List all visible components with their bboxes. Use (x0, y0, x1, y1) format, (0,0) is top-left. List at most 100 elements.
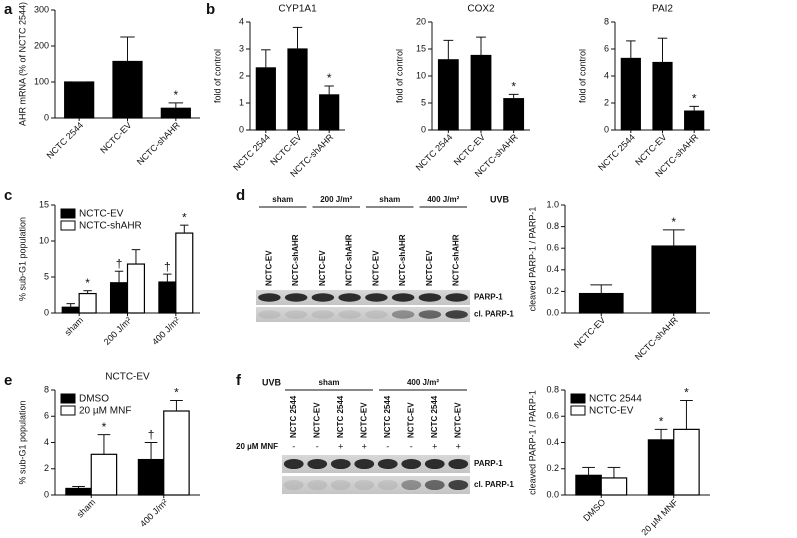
lane-treatment: - (410, 441, 413, 451)
group-label: 400 J/m² (427, 195, 459, 204)
x-tick-label: 20 µM MNF (639, 497, 680, 538)
y-axis-label: cleaved PARP-1 / PARP-1 (527, 207, 537, 312)
error-bar (261, 49, 271, 68)
significance-marker: * (85, 276, 90, 290)
y-tick-label: 2 (239, 70, 244, 80)
y-tick-label: 15 (416, 43, 426, 53)
x-tick-label: NCTC-shAHR (633, 315, 680, 362)
y-tick-label: 4 (239, 16, 244, 26)
legend-swatch (60, 208, 76, 219)
significance-marker: † (148, 428, 155, 442)
chart-title: PAI2 (652, 4, 673, 15)
significance-marker: † (116, 256, 123, 270)
y-tick-label: 0.4 (546, 437, 559, 447)
blot-band (307, 458, 328, 470)
lane-label: NCTC-shAHR (291, 234, 300, 286)
y-tick-label: 200 (34, 40, 49, 50)
bar (600, 477, 628, 496)
y-tick-label: 0.0 (546, 489, 559, 499)
group-label: 400 J/m² (407, 378, 439, 387)
blot-band (338, 293, 361, 302)
blot-band (284, 310, 308, 319)
y-tick-label: 3 (239, 43, 244, 53)
group-label: 200 J/m² (320, 195, 352, 204)
bar (61, 306, 80, 314)
bar (437, 59, 459, 131)
significance-marker: * (327, 71, 332, 85)
y-tick-label: 0.0 (546, 307, 559, 317)
blot-strip (282, 476, 470, 494)
error-bar (590, 284, 613, 294)
bar (287, 48, 308, 131)
bar (163, 410, 190, 496)
lane-treatment: + (338, 441, 343, 451)
panel-label: d (236, 187, 245, 204)
blot-band (424, 458, 445, 470)
y-tick-label: 4 (44, 437, 49, 447)
error-bar (689, 105, 699, 112)
x-tick-label: 400 J/m² (138, 497, 170, 529)
blot-band (377, 458, 398, 470)
error-bar (114, 270, 124, 283)
lane-label: NCTC 2544 (336, 395, 345, 438)
x-tick-label: 400 J/m² (150, 315, 182, 347)
chart-title: CYP1A1 (278, 4, 317, 15)
error-bar (324, 85, 334, 95)
significance-marker: * (173, 88, 178, 102)
error-bar (680, 400, 693, 430)
y-tick-label: 4 (604, 70, 609, 80)
y-tick-label: 5 (421, 97, 426, 107)
bar (652, 61, 673, 131)
y-tick-label: 1 (239, 97, 244, 107)
legend-swatch (570, 405, 586, 416)
legend-label: NCTC-EV (79, 209, 124, 220)
y-tick-label: 0.6 (546, 411, 559, 421)
lane-label: NCTC 2544 (383, 395, 392, 438)
y-axis-label: fold of control (577, 49, 587, 103)
blot-band (283, 479, 304, 491)
treatment-label: UVB (262, 377, 282, 387)
y-tick-label: 8 (44, 384, 49, 394)
significance-marker: * (102, 420, 107, 434)
error-bar (582, 466, 595, 476)
bar (673, 428, 700, 496)
blot-band (401, 479, 422, 491)
band-label: PARP-1 (474, 459, 503, 468)
lane-label: NCTC-EV (453, 402, 462, 438)
lane-label: NCTC-shAHR (398, 234, 407, 286)
panel-label: b (206, 1, 215, 18)
blot-band (418, 293, 442, 302)
blot-band (365, 310, 388, 319)
y-tick-label: 0 (604, 124, 609, 134)
blot-strip (256, 290, 470, 305)
band-label: cl. PARP-1 (474, 310, 514, 319)
y-tick-label: 5 (44, 271, 49, 281)
bar (90, 453, 118, 496)
y-tick-label: 0 (44, 489, 49, 499)
y-axis-label: % sub-G1 population (17, 400, 27, 484)
y-axis-label: % sub-G1 population (17, 217, 27, 301)
lane-label: NCTC-EV (264, 250, 273, 286)
lane-label: NCTC 2544 (430, 395, 439, 438)
error-bar (180, 224, 189, 234)
error-bar (508, 93, 519, 99)
significance-marker: * (692, 92, 697, 106)
y-tick-label: 20 (416, 16, 426, 26)
lane-label: NCTC-EV (312, 402, 321, 438)
lane-treatment: - (316, 441, 319, 451)
y-tick-label: 8 (604, 16, 609, 26)
panel-label: a (4, 1, 13, 18)
bar (647, 439, 675, 496)
y-tick-label: 0.6 (546, 243, 559, 253)
significance-marker: * (684, 386, 689, 400)
bar (158, 281, 177, 314)
bar (620, 57, 641, 131)
lane-label: NCTC-EV (406, 402, 415, 438)
lane-label: NCTC-shAHR (345, 234, 354, 286)
y-tick-label: 15 (39, 199, 49, 209)
blot-band (365, 293, 388, 302)
error-bar (607, 466, 621, 478)
blot-band (424, 479, 445, 491)
y-axis-label: fold of control (394, 49, 404, 103)
